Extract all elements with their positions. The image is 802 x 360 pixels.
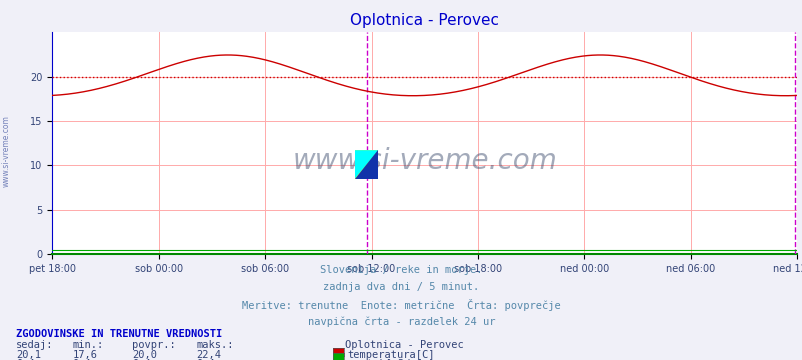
- Text: min.:: min.:: [72, 340, 103, 350]
- Polygon shape: [354, 150, 378, 179]
- Text: 20,0: 20,0: [132, 350, 157, 360]
- Text: 17,6: 17,6: [72, 350, 97, 360]
- Text: 0,4: 0,4: [72, 359, 91, 360]
- Text: ZGODOVINSKE IN TRENUTNE VREDNOSTI: ZGODOVINSKE IN TRENUTNE VREDNOSTI: [16, 329, 222, 339]
- Text: sedaj:: sedaj:: [16, 340, 54, 350]
- Text: zadnja dva dni / 5 minut.: zadnja dva dni / 5 minut.: [323, 282, 479, 292]
- Title: Oplotnica - Perovec: Oplotnica - Perovec: [350, 13, 499, 28]
- Text: Oplotnica - Perovec: Oplotnica - Perovec: [345, 340, 464, 350]
- Text: 0,4: 0,4: [16, 359, 34, 360]
- Text: Meritve: trenutne  Enote: metrične  Črta: povprečje: Meritve: trenutne Enote: metrične Črta: …: [242, 299, 560, 311]
- Text: temperatura[C]: temperatura[C]: [347, 350, 435, 360]
- Text: navpična črta - razdelek 24 ur: navpična črta - razdelek 24 ur: [307, 316, 495, 327]
- Bar: [354, 150, 378, 179]
- Text: www.si-vreme.com: www.si-vreme.com: [292, 147, 557, 175]
- Text: povpr.:: povpr.:: [132, 340, 176, 350]
- Text: pretok[m3/s]: pretok[m3/s]: [347, 359, 422, 360]
- Text: 22,4: 22,4: [196, 350, 221, 360]
- Polygon shape: [354, 150, 378, 179]
- Text: 0,4: 0,4: [132, 359, 151, 360]
- Text: 0,4: 0,4: [196, 359, 215, 360]
- Text: Slovenija / reke in morje.: Slovenija / reke in morje.: [320, 265, 482, 275]
- Text: 20,1: 20,1: [16, 350, 41, 360]
- Text: maks.:: maks.:: [196, 340, 234, 350]
- Text: www.si-vreme.com: www.si-vreme.com: [2, 115, 11, 187]
